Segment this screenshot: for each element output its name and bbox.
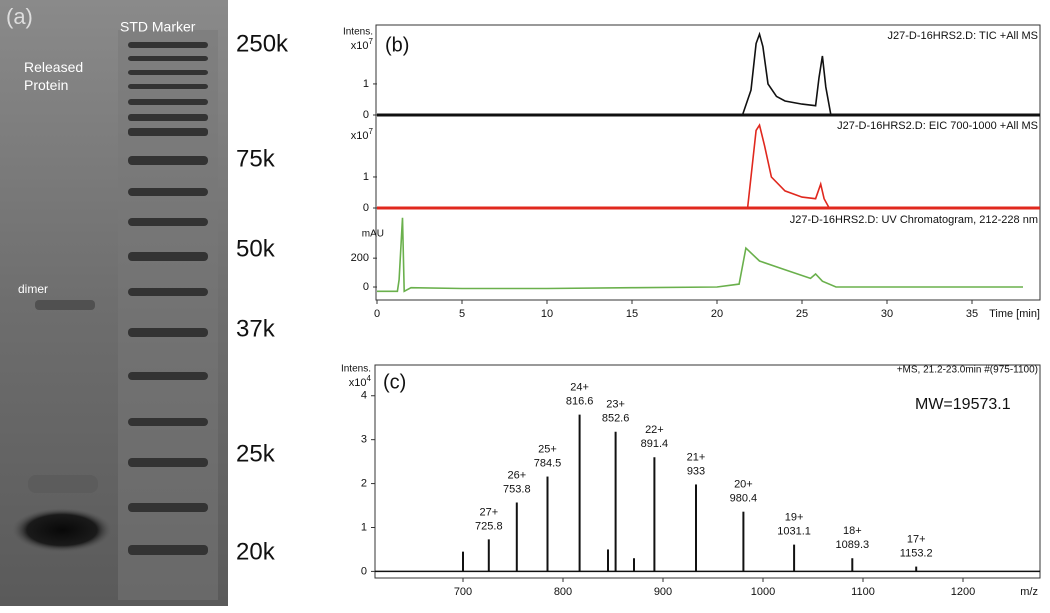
marker-label: 50k <box>236 235 276 262</box>
gel-panel: (a) STD Marker Released Protein dimer 250… <box>0 0 289 606</box>
chart-title: J27-D-16HRS2.D: EIC 700-1000 +All MS <box>837 120 1038 132</box>
lane-title-line: Released <box>24 59 83 75</box>
charge-label: 25+ <box>538 443 557 455</box>
x-tick-label: 5 <box>459 308 465 320</box>
mz-label: 1089.3 <box>835 539 869 551</box>
x-tick-label: 1100 <box>851 586 875 598</box>
charge-label: 23+ <box>606 399 625 411</box>
panel-frame <box>375 24 1041 301</box>
panel-label: (a) <box>6 4 33 29</box>
mz-label: 1031.1 <box>777 526 811 538</box>
x-tick-label: 700 <box>454 586 472 598</box>
marker-label: 37k <box>236 315 276 342</box>
chart-title: J27-D-16HRS2.D: UV Chromatogram, 212-228… <box>790 214 1038 226</box>
annotation: MW=19573.1 <box>915 396 1011 413</box>
charge-label: 19+ <box>785 512 804 524</box>
x-tick-label: 0 <box>374 308 380 320</box>
x-tick-label: 800 <box>554 586 572 598</box>
chart-title: J27-D-16HRS2.D: TIC +All MS <box>888 30 1038 42</box>
y-tick-label: 200 <box>351 252 369 264</box>
marker-labels: 250k 75k 50k 37k 25k 20k <box>236 30 289 565</box>
marker-label: 20k <box>236 538 276 565</box>
x-axis-label: m/z <box>1020 586 1038 598</box>
y-tick-label: 1 <box>363 171 369 183</box>
x-tick-label: 30 <box>881 308 893 320</box>
x-axis-label: Time [min] <box>989 308 1040 320</box>
y-tick-label: 1 <box>361 521 367 533</box>
x-tick-label: 10 <box>541 308 553 320</box>
x-tick-label: 35 <box>966 308 978 320</box>
band-label: dimer <box>18 282 48 296</box>
charge-label: 27+ <box>479 506 498 518</box>
x-tick-label: 20 <box>711 308 723 320</box>
marker-label: 75k <box>236 145 276 172</box>
y-scale-base: x10 <box>351 40 369 52</box>
mz-label: 1153.2 <box>900 547 933 559</box>
y-scale-base: x10 <box>351 130 369 142</box>
y-scale-exponent: 4 <box>367 374 372 383</box>
faint-band <box>28 475 98 493</box>
marker-label: 25k <box>236 440 276 467</box>
protein-band <box>12 508 112 552</box>
charge-label: 18+ <box>843 525 862 537</box>
charge-label: 26+ <box>507 469 526 481</box>
y-scale-exponent: 7 <box>369 127 374 136</box>
charge-label: 20+ <box>734 479 753 491</box>
trace <box>377 123 1040 209</box>
y-axis-label: Intens. <box>341 364 371 375</box>
charge-label: 22+ <box>645 424 664 436</box>
mz-label: 753.8 <box>503 483 531 495</box>
chart-title: +MS, 21.2-23.0min #(975-1100) <box>897 365 1038 376</box>
y-tick-label: 0 <box>363 109 369 121</box>
y-tick-label: 3 <box>361 434 367 446</box>
x-tick-label: 15 <box>626 308 638 320</box>
y-tick-label: 0 <box>361 565 367 577</box>
mz-label: 784.5 <box>534 457 562 469</box>
x-tick-label: 900 <box>654 586 672 598</box>
panel-label: (b) <box>385 34 409 56</box>
mz-label: 891.4 <box>641 438 669 450</box>
lane-title: Released Protein <box>24 59 83 93</box>
dimer-band <box>35 300 95 310</box>
y-axis-label: Intens. <box>343 27 373 38</box>
y-axis-label: mAU <box>362 229 384 240</box>
mz-label: 852.6 <box>602 413 630 425</box>
y-tick-label: 1 <box>363 78 369 90</box>
y-scale: x107 <box>351 37 374 52</box>
y-tick-label: 0 <box>363 202 369 214</box>
x-tick-label: 25 <box>796 308 808 320</box>
charge-label: 24+ <box>570 382 589 394</box>
y-scale-base: x10 <box>349 377 367 389</box>
y-tick-label: 2 <box>361 477 367 489</box>
mz-label: 980.4 <box>730 493 758 505</box>
x-tick-label: 1000 <box>751 586 775 598</box>
y-tick-label: 0 <box>363 281 369 293</box>
y-scale: x107 <box>351 127 374 142</box>
mz-label: 725.8 <box>475 520 503 532</box>
lane-title: STD Marker <box>120 19 196 35</box>
x-tick-label: 1200 <box>951 586 975 598</box>
charge-label: 17+ <box>907 533 926 545</box>
charge-label: 21+ <box>687 451 706 463</box>
lane-title-line: Protein <box>24 77 68 93</box>
y-scale: x104 <box>349 374 372 389</box>
panel-label: (c) <box>383 371 406 393</box>
panel-frame <box>374 364 1041 579</box>
trace <box>377 31 1040 116</box>
mz-label: 933 <box>687 465 705 477</box>
marker-bands <box>128 42 208 555</box>
y-scale-exponent: 7 <box>369 37 374 46</box>
trace <box>377 217 1023 293</box>
mz-label: 816.6 <box>566 396 594 408</box>
y-tick-label: 4 <box>361 390 367 402</box>
marker-label: 250k <box>236 30 289 57</box>
